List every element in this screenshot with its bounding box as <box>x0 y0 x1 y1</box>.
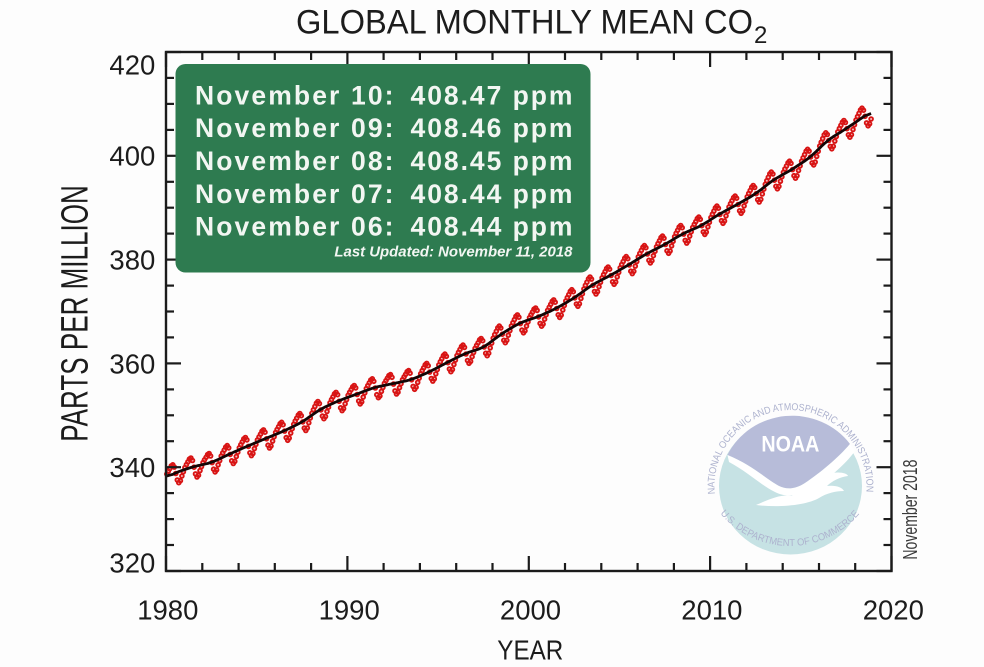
svg-text:November 09:408.46 ppm: November 09: 408.46 ppm <box>195 113 573 143</box>
svg-text:November 10:408.47 ppm: November 10: 408.47 ppm <box>195 80 573 110</box>
svg-text:1990: 1990 <box>319 595 380 626</box>
svg-text:GLOBAL MONTHLY MEAN CO: GLOBAL MONTHLY MEAN CO <box>296 4 753 42</box>
svg-text:360: 360 <box>109 348 155 379</box>
svg-text:2: 2 <box>754 22 767 49</box>
svg-text:2010: 2010 <box>681 595 742 626</box>
svg-text:1980: 1980 <box>137 595 198 626</box>
svg-text:Last Updated: November 11, 201: Last Updated: November 11, 2018 <box>334 244 573 261</box>
svg-text:YEAR: YEAR <box>497 634 563 665</box>
svg-text:2000: 2000 <box>500 595 561 626</box>
svg-text:November 2018: November 2018 <box>900 460 922 560</box>
svg-text:November 07:408.44 ppm: November 07: 408.44 ppm <box>195 179 573 209</box>
svg-text:380: 380 <box>109 245 155 276</box>
svg-text:340: 340 <box>109 452 155 483</box>
svg-text:November 06:408.44 ppm: November 06: 408.44 ppm <box>195 212 573 242</box>
svg-text:420: 420 <box>109 49 155 80</box>
svg-text:400: 400 <box>109 141 155 172</box>
svg-text:NOAA: NOAA <box>761 432 819 457</box>
svg-text:320: 320 <box>109 548 155 579</box>
svg-text:2020: 2020 <box>863 595 924 626</box>
svg-text:November 08:408.45 ppm: November 08: 408.45 ppm <box>195 146 573 176</box>
svg-text:PARTS PER MILLION: PARTS PER MILLION <box>55 185 97 442</box>
